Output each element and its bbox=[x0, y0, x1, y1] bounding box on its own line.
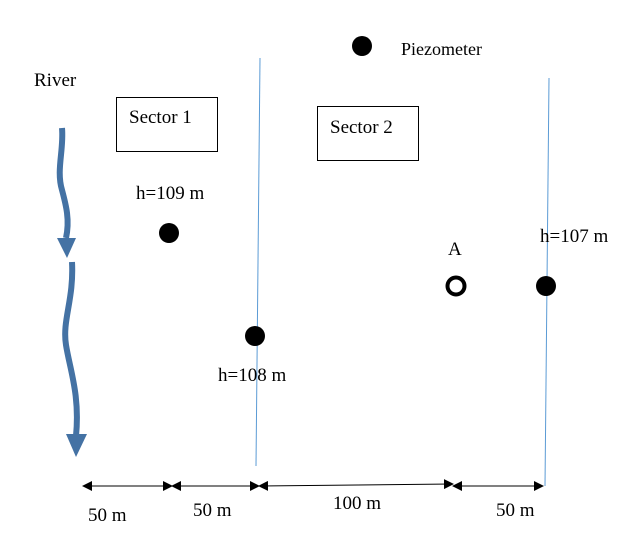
point-a-marker bbox=[445, 275, 467, 297]
legend-label: Piezometer bbox=[401, 39, 482, 59]
sector-2-box: Sector 2 bbox=[317, 106, 419, 161]
river-arrow-lower bbox=[62, 261, 87, 457]
sector-1-box: Sector 1 bbox=[116, 97, 218, 152]
river-label: River bbox=[34, 70, 77, 91]
dimension-label-4: 50 m bbox=[496, 500, 535, 521]
piezometer-p2 bbox=[245, 326, 265, 346]
piezometer-p3 bbox=[536, 276, 556, 296]
point-a-label: A bbox=[448, 239, 462, 260]
sector-2-label: Sector 2 bbox=[330, 117, 393, 138]
piezometer-p1-head-label: h=109 m bbox=[136, 183, 205, 204]
dimension-label-3: 100 m bbox=[333, 493, 382, 514]
sector-1-label: Sector 1 bbox=[129, 107, 192, 128]
river-arrow-upper bbox=[56, 127, 76, 258]
dimension-label-1: 50 m bbox=[88, 505, 127, 526]
boundary-line-left bbox=[255, 57, 261, 467]
dimension-label-2: 50 m bbox=[193, 500, 232, 521]
piezometer-p3-head-label: h=107 m bbox=[540, 226, 609, 247]
piezometer-p2-head-label: h=108 m bbox=[218, 365, 287, 386]
dimension-arrow-3 bbox=[258, 479, 454, 491]
piezometer-p1 bbox=[159, 223, 179, 243]
legend-piezometer-dot bbox=[352, 36, 372, 56]
